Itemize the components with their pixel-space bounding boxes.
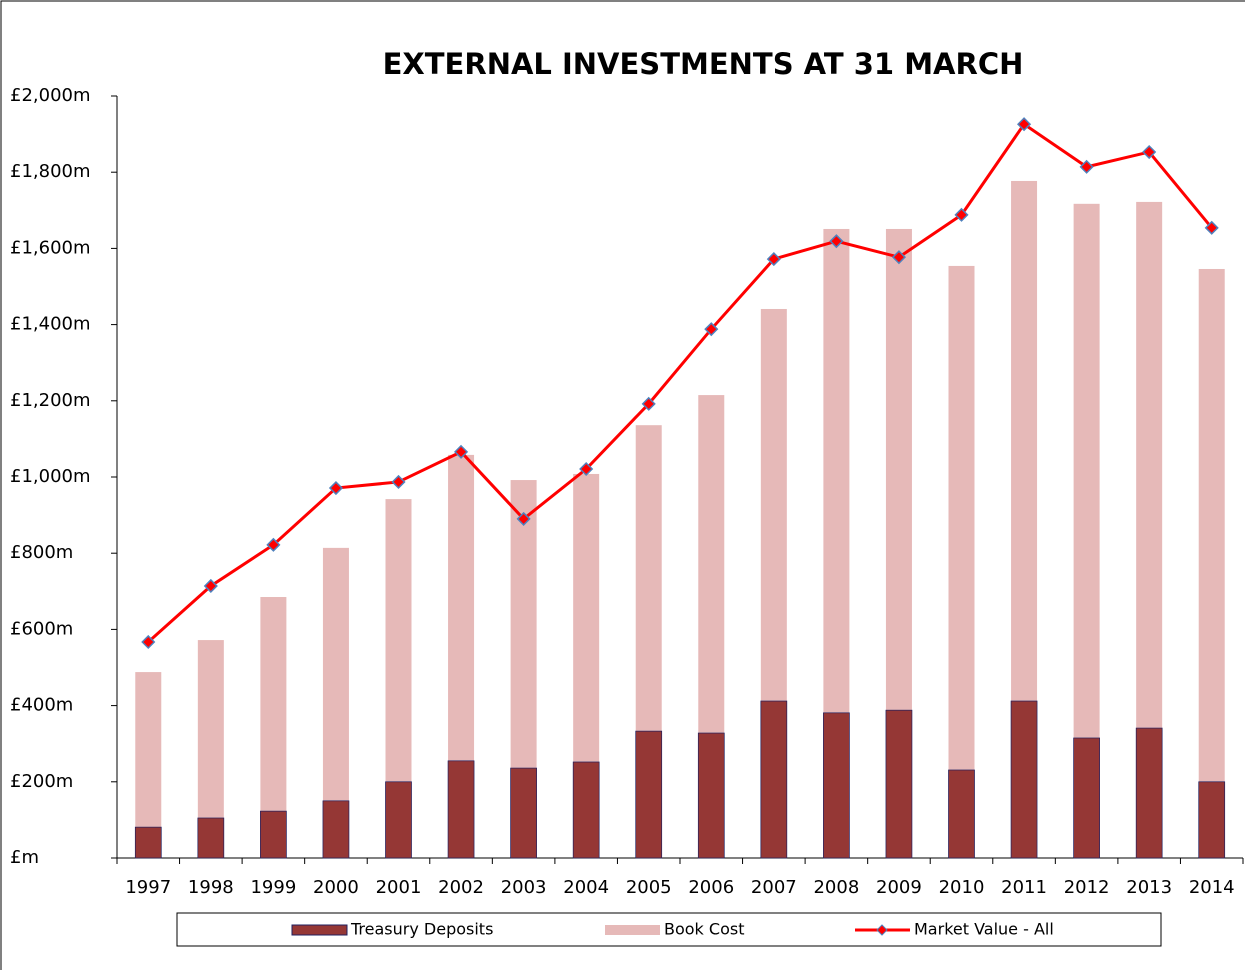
legend-label: Treasury Deposits xyxy=(350,920,493,939)
y-tick-label: £2,000m xyxy=(10,85,91,106)
marker xyxy=(891,250,907,265)
bar xyxy=(823,712,850,859)
bar xyxy=(197,817,225,859)
chart-title: EXTERNAL INVESTMENTS AT 31 MARCH xyxy=(383,47,1024,81)
marker xyxy=(579,461,594,477)
bar xyxy=(134,826,162,859)
bar xyxy=(572,761,600,859)
marker xyxy=(328,480,344,496)
bar xyxy=(1073,737,1100,859)
x-tick-label: 2008 xyxy=(813,877,859,898)
y-tick-label: £600m xyxy=(10,618,73,639)
y-tick-label: £200m xyxy=(10,771,73,792)
marker xyxy=(704,322,719,337)
x-tick-label: 1998 xyxy=(188,877,234,898)
legend-swatch xyxy=(291,924,348,936)
y-tick-label: £1,600m xyxy=(10,237,91,258)
bar xyxy=(1198,781,1226,859)
marker xyxy=(1079,159,1094,174)
y-tick-label: £400m xyxy=(10,695,73,716)
x-tick-label: 2002 xyxy=(438,877,484,898)
bar xyxy=(510,767,537,859)
x-tick-label: 1999 xyxy=(250,877,296,898)
bar xyxy=(697,732,725,859)
y-tick-label: £1,800m xyxy=(10,161,91,182)
line xyxy=(147,122,1213,644)
y-tick-label: £m xyxy=(10,847,39,868)
x-tick-label: 1997 xyxy=(125,877,171,898)
legend-swatch xyxy=(876,924,888,936)
x-tick-label: 2012 xyxy=(1064,877,1110,898)
y-tick-label: £1,200m xyxy=(10,390,91,411)
marker xyxy=(766,252,781,267)
y-tick-label: £800m xyxy=(10,542,73,563)
x-tick-label: 2009 xyxy=(876,877,922,898)
marker xyxy=(829,234,844,249)
marker xyxy=(266,537,281,552)
x-tick-label: 2004 xyxy=(563,877,609,898)
bar xyxy=(760,700,788,859)
marker xyxy=(1204,220,1219,235)
legend-label: Market Value - All xyxy=(914,920,1054,939)
marker xyxy=(141,634,156,650)
bar xyxy=(260,810,287,859)
x-tick-label: 2003 xyxy=(501,877,547,898)
marker xyxy=(641,396,656,411)
bar xyxy=(885,709,913,859)
x-tick-label: 2014 xyxy=(1189,877,1235,898)
bar xyxy=(447,760,475,859)
marker xyxy=(516,511,531,526)
marker xyxy=(453,444,469,459)
bar xyxy=(322,800,350,859)
marker xyxy=(1016,117,1032,132)
marker xyxy=(954,207,969,222)
x-tick-label: 2011 xyxy=(1001,877,1047,898)
y-tick-label: £1,000m xyxy=(10,466,91,487)
legend-label: Book Cost xyxy=(664,920,744,939)
bar xyxy=(385,781,412,859)
y-tick-label: £1,400m xyxy=(10,314,91,335)
x-tick-label: 2001 xyxy=(376,877,422,898)
x-tick-label: 2010 xyxy=(939,877,985,898)
x-tick-label: 2006 xyxy=(688,877,734,898)
bar xyxy=(948,265,975,858)
bar xyxy=(635,730,663,859)
legend-swatch xyxy=(605,925,660,935)
marker xyxy=(203,578,218,594)
marker xyxy=(1142,144,1157,160)
x-tick-label: 2000 xyxy=(313,877,359,898)
bar xyxy=(1010,700,1038,859)
x-tick-label: 2007 xyxy=(751,877,797,898)
bar xyxy=(1198,268,1225,858)
bar xyxy=(948,769,975,859)
bar xyxy=(1135,727,1163,859)
x-tick-label: 2005 xyxy=(626,877,672,898)
marker xyxy=(391,474,406,490)
x-tick-label: 2013 xyxy=(1126,877,1172,898)
